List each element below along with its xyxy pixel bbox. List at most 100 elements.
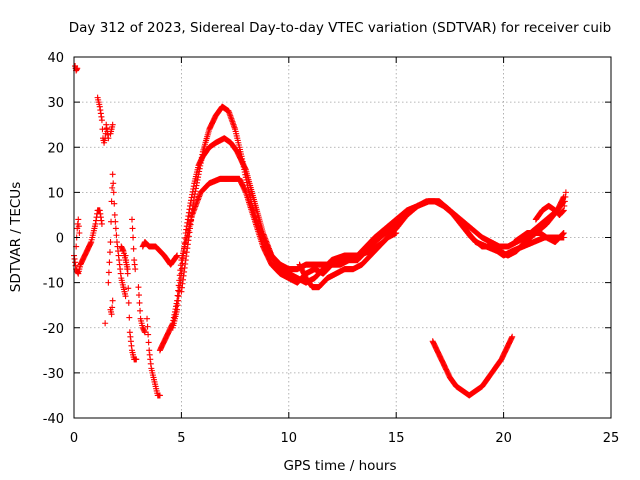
- data-marks: [71, 63, 569, 399]
- data-point: [105, 269, 112, 276]
- data-point: [393, 229, 400, 236]
- data-point: [178, 265, 185, 272]
- x-tick-label: 20: [495, 431, 512, 446]
- x-tick-label: 5: [177, 431, 185, 446]
- series-M: [135, 284, 148, 336]
- data-point: [509, 333, 516, 340]
- data-point: [105, 135, 112, 142]
- data-point: [110, 189, 117, 196]
- data-point: [109, 304, 116, 311]
- data-point: [111, 200, 118, 207]
- series-T: [429, 333, 516, 399]
- series-U: [511, 229, 567, 246]
- data-point: [75, 216, 82, 223]
- y-axis-label: SDTVAR / TECUs: [8, 182, 24, 292]
- data-point: [141, 329, 148, 336]
- data-point: [135, 292, 142, 299]
- data-point: [102, 320, 109, 327]
- chart-title: Day 312 of 2023, Sidereal Day-to-day VTE…: [69, 20, 611, 36]
- data-point: [109, 184, 116, 191]
- y-tick-label: -40: [43, 412, 64, 427]
- x-tick-label: 15: [388, 431, 405, 446]
- data-point: [144, 323, 151, 330]
- series-V: [532, 189, 569, 223]
- series-L: [128, 216, 139, 273]
- data-point: [136, 299, 143, 306]
- y-tick-label: 10: [47, 186, 64, 201]
- y-tick-label: 0: [56, 232, 64, 247]
- data-point: [98, 220, 105, 227]
- x-tick-labels: 0 5 10 15 20 25: [70, 431, 619, 446]
- y-tick-label: 20: [47, 141, 64, 156]
- x-tick-label: 25: [603, 431, 620, 446]
- data-point: [109, 171, 116, 178]
- x-tick-label: 0: [70, 431, 78, 446]
- data-point: [132, 266, 139, 273]
- data-point: [181, 240, 188, 247]
- series-S: [296, 229, 400, 291]
- data-point: [124, 270, 131, 277]
- data-point: [75, 223, 82, 230]
- data-point: [130, 234, 137, 241]
- y-tick-label: -30: [43, 367, 64, 382]
- data-point: [76, 229, 83, 236]
- data-point: [129, 225, 136, 232]
- data-point: [560, 229, 567, 236]
- data-point: [182, 235, 189, 242]
- data-point: [113, 232, 120, 239]
- data-point: [98, 117, 105, 124]
- series-R: [178, 103, 567, 295]
- data-point: [180, 250, 187, 257]
- series-G: [105, 171, 129, 300]
- data-point: [125, 285, 132, 292]
- x-axis-label: GPS time / hours: [283, 458, 396, 474]
- series-N: [139, 239, 181, 268]
- data-point: [107, 239, 114, 246]
- data-point: [174, 292, 181, 299]
- series-K: [122, 252, 140, 363]
- x-tick-label: 10: [281, 431, 298, 446]
- series-F: [102, 320, 109, 327]
- data-point: [133, 356, 140, 363]
- data-point: [122, 293, 129, 300]
- data-point: [125, 299, 132, 306]
- data-point: [108, 311, 115, 318]
- series-I: [107, 121, 116, 137]
- data-point: [105, 279, 112, 286]
- series-H: [107, 297, 116, 318]
- y-tick-label: -20: [43, 322, 64, 337]
- series-C: [73, 216, 83, 250]
- series-O: [144, 315, 163, 399]
- series-E: [103, 121, 112, 142]
- data-point: [562, 189, 569, 196]
- series-B: [72, 63, 81, 74]
- y-tick-label: 40: [47, 51, 64, 66]
- y-tick-labels: -40 -30 -20 -10 0 10 20 30 40: [43, 51, 64, 427]
- data-point: [128, 216, 135, 223]
- y-tick-label: 30: [47, 96, 64, 111]
- data-point: [112, 225, 119, 232]
- data-point: [109, 297, 116, 304]
- data-point: [144, 315, 151, 322]
- data-point: [145, 339, 152, 346]
- data-point: [126, 314, 133, 321]
- series-A: [71, 207, 105, 277]
- data-point: [106, 249, 113, 256]
- data-point: [175, 287, 182, 294]
- data-point: [110, 180, 117, 187]
- data-point: [145, 331, 152, 338]
- data-point: [111, 211, 118, 218]
- y-tick-label: -10: [43, 277, 64, 292]
- data-point: [135, 284, 142, 291]
- axis-ticks: [73, 56, 612, 419]
- grid: [74, 57, 611, 418]
- data-point: [156, 392, 163, 399]
- series-Q: [169, 135, 567, 331]
- data-point: [109, 121, 116, 128]
- data-point: [179, 260, 186, 267]
- data-point: [74, 65, 81, 72]
- series-D: [94, 94, 110, 146]
- data-point: [174, 252, 181, 259]
- data-point: [112, 218, 119, 225]
